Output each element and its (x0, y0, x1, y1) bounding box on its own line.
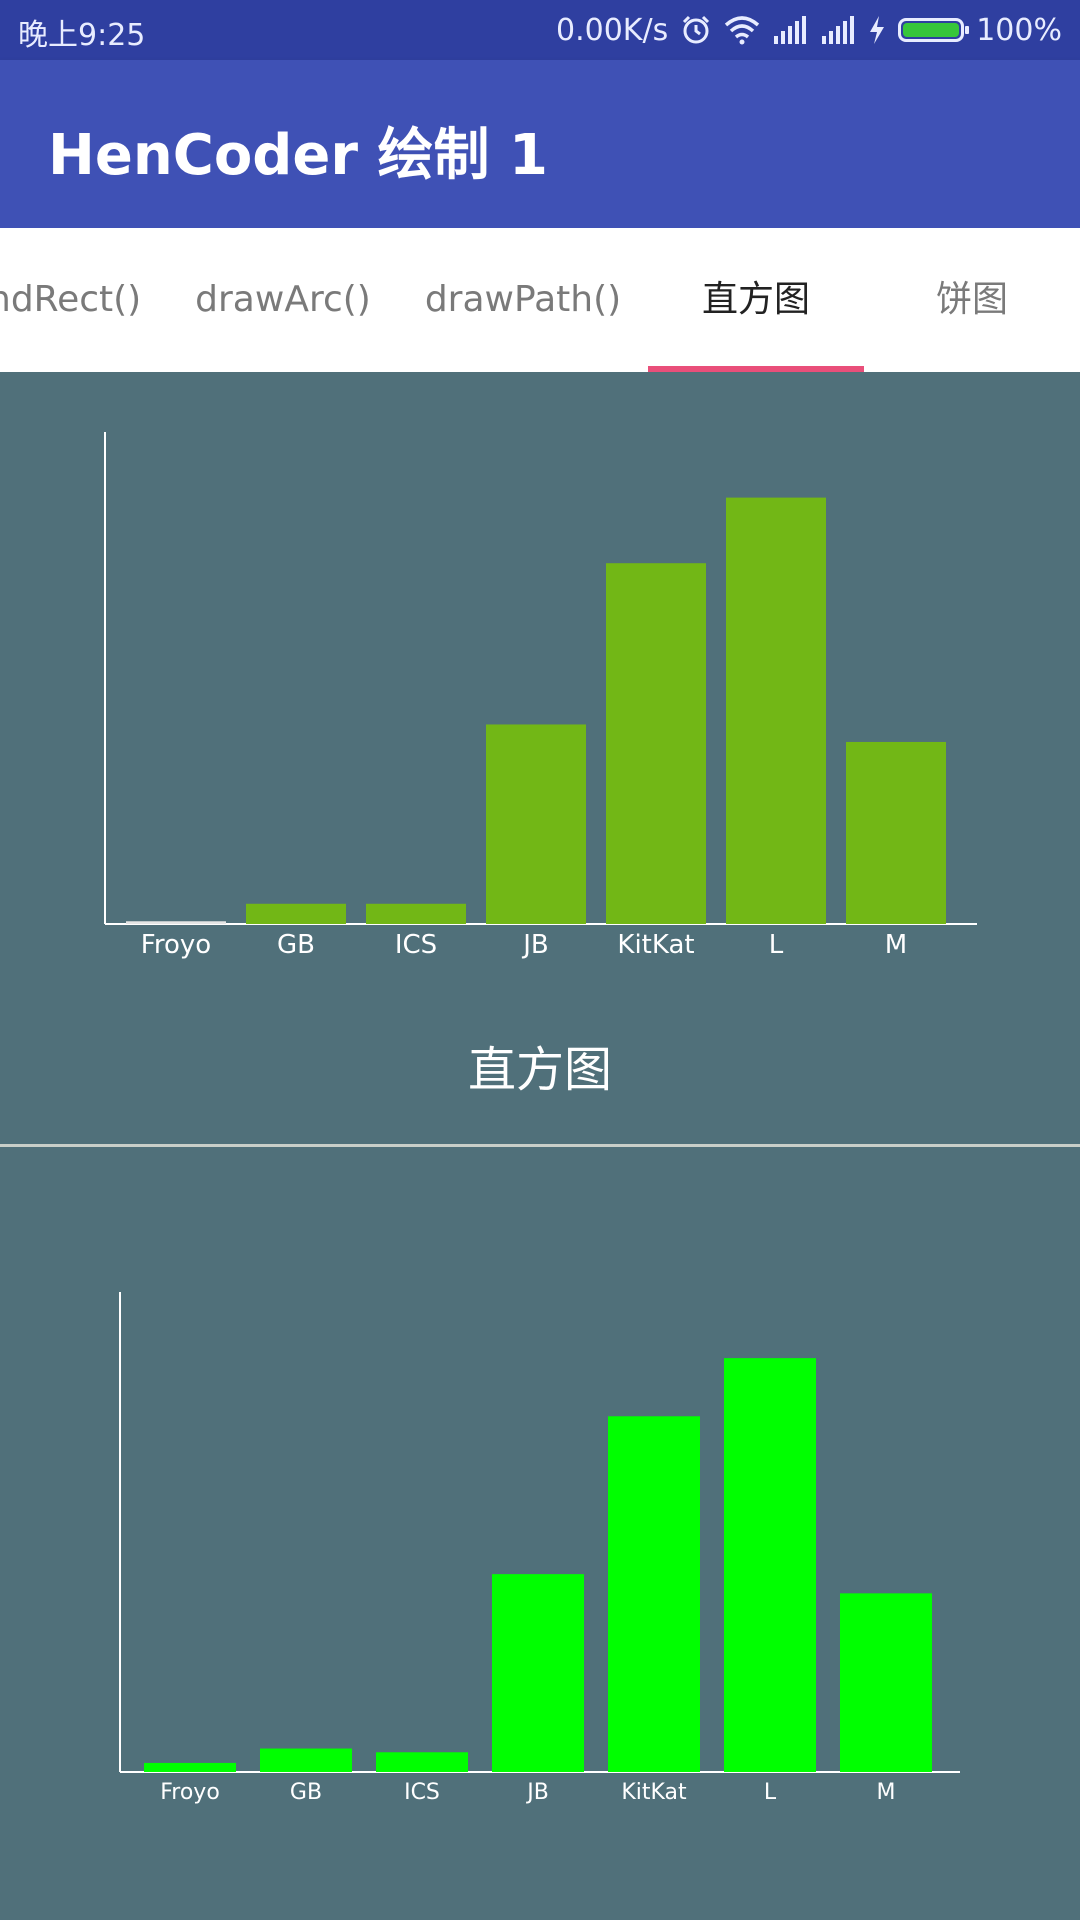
charging-icon (868, 15, 886, 45)
chart2-bar-ics (376, 1752, 468, 1772)
chart1-bar-m (846, 741, 946, 924)
chart1-label-m: M (885, 930, 907, 960)
page-title: HenCoder 绘制 1 (48, 123, 548, 188)
status-time: 晚上9:25 (18, 18, 146, 53)
signal-icon (772, 16, 808, 44)
battery-percent: 100% (976, 12, 1062, 48)
chart1-label-gb: GB (277, 930, 315, 960)
chart1-bar-jb (486, 724, 586, 924)
chart1-bar-ics (366, 903, 466, 924)
histogram-panel: Froyo GB ICS JB KitKat L M 直方图 (0, 372, 1080, 1144)
app-bar: HenCoder 绘制 1 (0, 60, 1080, 228)
chart2-bar-l (724, 1358, 816, 1772)
status-bar: 晚上9:25 0.00K/s 100% (0, 0, 1080, 60)
tab-drawarc[interactable]: drawArc() (195, 279, 371, 320)
chart2-bar-gb (260, 1748, 352, 1772)
chart2-label-froyo: Froyo (160, 1780, 220, 1805)
tab-histogram[interactable]: 直方图 (701, 279, 810, 320)
chart-caption: 直方图 (467, 1042, 612, 1098)
chart2-label-jb: JB (525, 1780, 549, 1805)
chart1-label-froyo: Froyo (141, 930, 211, 960)
tab-pie-chart[interactable]: 饼图 (935, 279, 1008, 320)
net-speed: 0.00K/s (556, 12, 669, 48)
chart2-bar-jb (492, 1574, 584, 1772)
tab-drawpath[interactable]: drawPath() (424, 279, 622, 320)
wifi-icon (724, 15, 760, 45)
chart2-label-kitkat: KitKat (621, 1780, 687, 1805)
chart2-bar-froyo (144, 1762, 236, 1772)
histogram-reference-chart: Froyo GB ICS JB KitKat L M (119, 1292, 960, 1805)
tab-indicator (648, 366, 864, 372)
histogram-chart: Froyo GB ICS JB KitKat L M (104, 432, 977, 960)
chart2-bar-m (840, 1593, 932, 1772)
chart2-bar-kitkat (608, 1416, 700, 1772)
chart1-bar-kitkat (606, 563, 706, 924)
histogram-reference-panel: Froyo GB ICS JB KitKat L M (0, 1147, 1080, 1920)
signal-icon (820, 16, 856, 44)
chart1-label-ics: ICS (395, 930, 437, 960)
chart1-label-l: L (769, 930, 784, 960)
chart1-bar-l (726, 497, 826, 924)
chart2-label-m: M (877, 1780, 896, 1805)
tab-drawroundrect[interactable]: ndRect() (0, 279, 142, 320)
chart2-label-ics: ICS (404, 1780, 440, 1805)
divider (0, 1144, 1080, 1147)
chart1-label-jb: JB (521, 930, 549, 960)
alarm-icon (680, 14, 712, 46)
chart1-bar-gb (246, 903, 346, 924)
status-right: 0.00K/s 100% (556, 10, 1062, 50)
battery-icon (898, 18, 970, 42)
chart1-label-kitkat: KitKat (617, 930, 694, 960)
chart2-label-l: L (764, 1780, 777, 1805)
chart2-label-gb: GB (290, 1780, 322, 1805)
tab-bar: ndRect() drawArc() drawPath() 直方图 饼图 (0, 228, 1080, 372)
chart1-bar-froyo (126, 921, 226, 924)
